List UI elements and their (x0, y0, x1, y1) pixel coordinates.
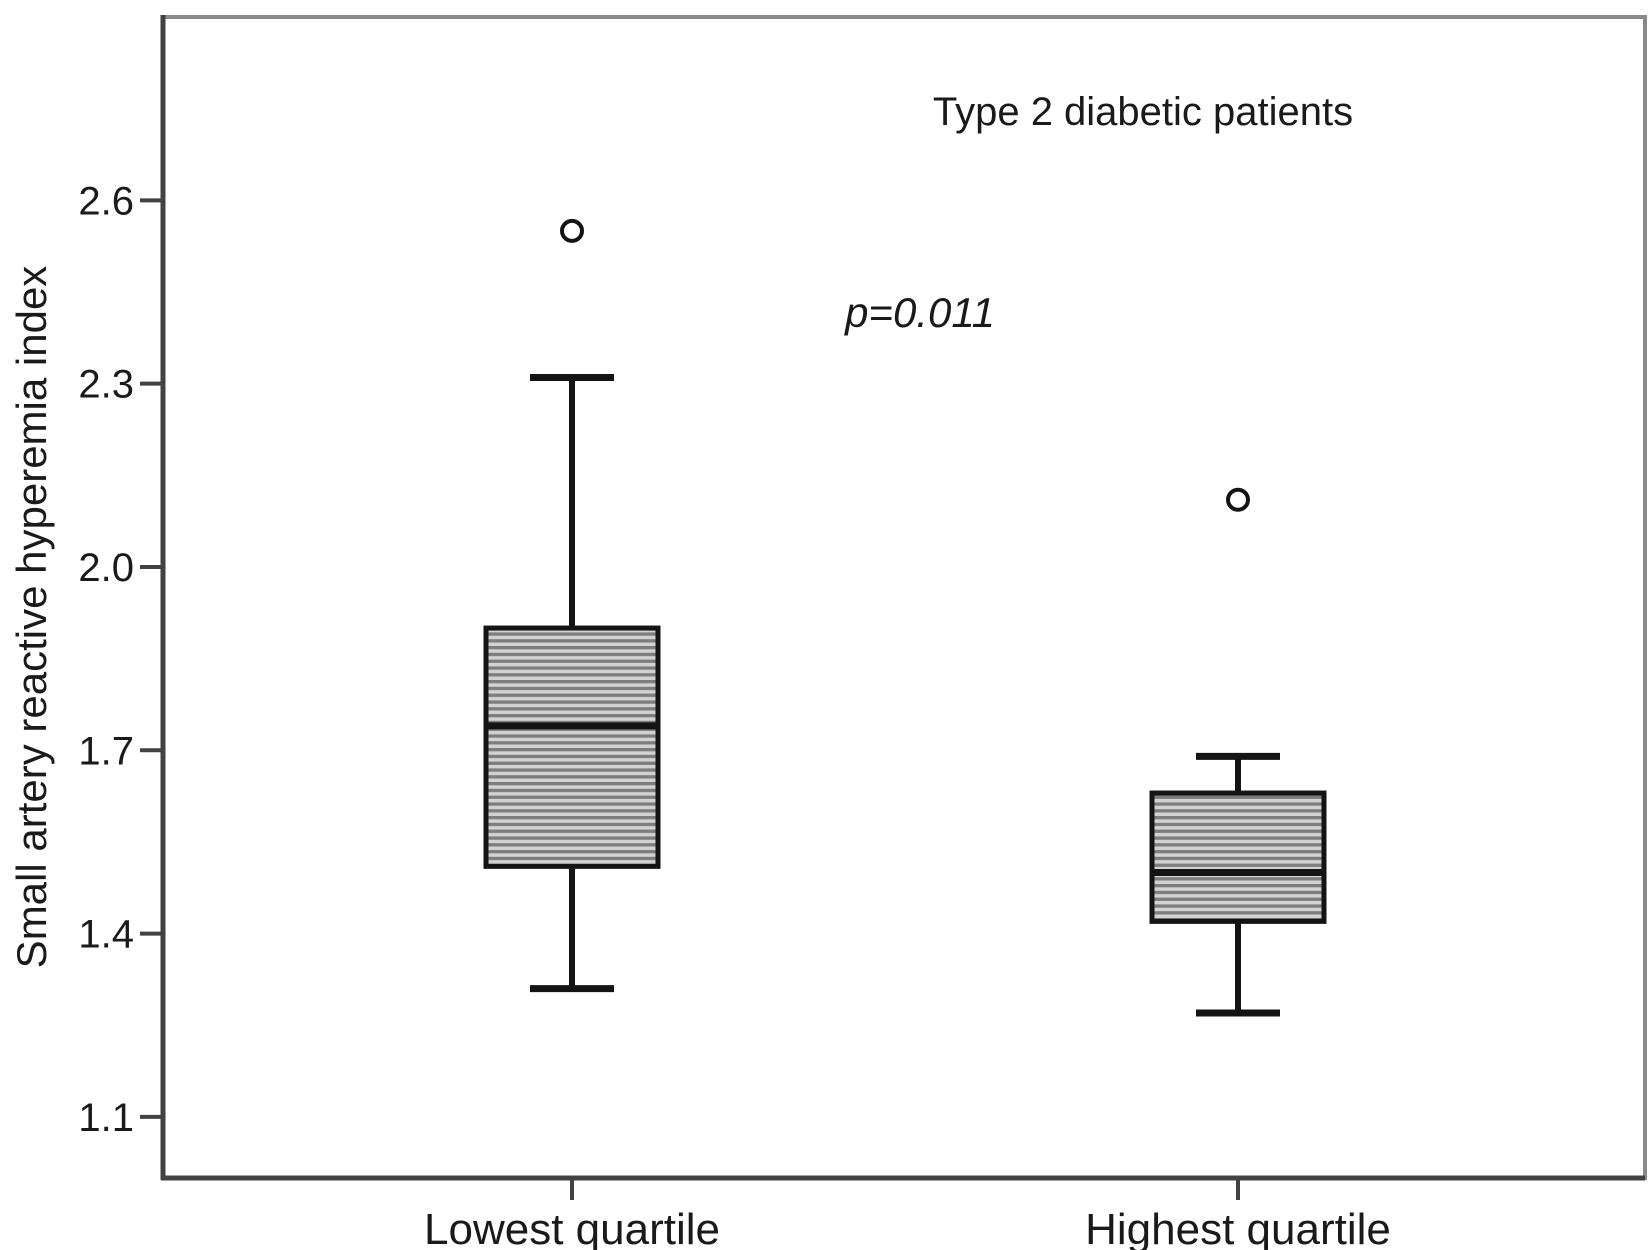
y-tick-label: 1.4 (78, 913, 134, 957)
boxplot-lowest-quartile (483, 218, 661, 993)
y-tick-label: 2.6 (78, 179, 134, 223)
iqr-box (1149, 790, 1327, 924)
y-axis-ticks: 1.1 1.4 1.7 2.0 2.3 2.6 (78, 179, 163, 1140)
outlier-point (560, 218, 584, 243)
p-value-annotation: p=0.011 (843, 289, 995, 336)
x-axis-ticks (570, 1178, 1240, 1200)
y-tick-label: 1.1 (78, 1096, 134, 1140)
iqr-box (483, 625, 661, 869)
boxplot-series (483, 218, 1327, 1017)
y-tick-label: 2.3 (78, 363, 134, 407)
y-tick-label: 2.0 (78, 546, 134, 590)
chart-title: Type 2 diabetic patients (933, 90, 1353, 134)
y-axis-title: Small artery reactive hyperemia index (8, 266, 55, 969)
y-tick-label: 1.7 (78, 729, 134, 773)
x-tick-label-lowest-quartile: Lowest quartile (424, 1205, 720, 1250)
plot-frame (161, 15, 1647, 1180)
boxplot-highest-quartile (1149, 487, 1327, 1017)
x-tick-label-highest-quartile: Highest quartile (1085, 1205, 1391, 1250)
outlier-point (1226, 487, 1250, 512)
